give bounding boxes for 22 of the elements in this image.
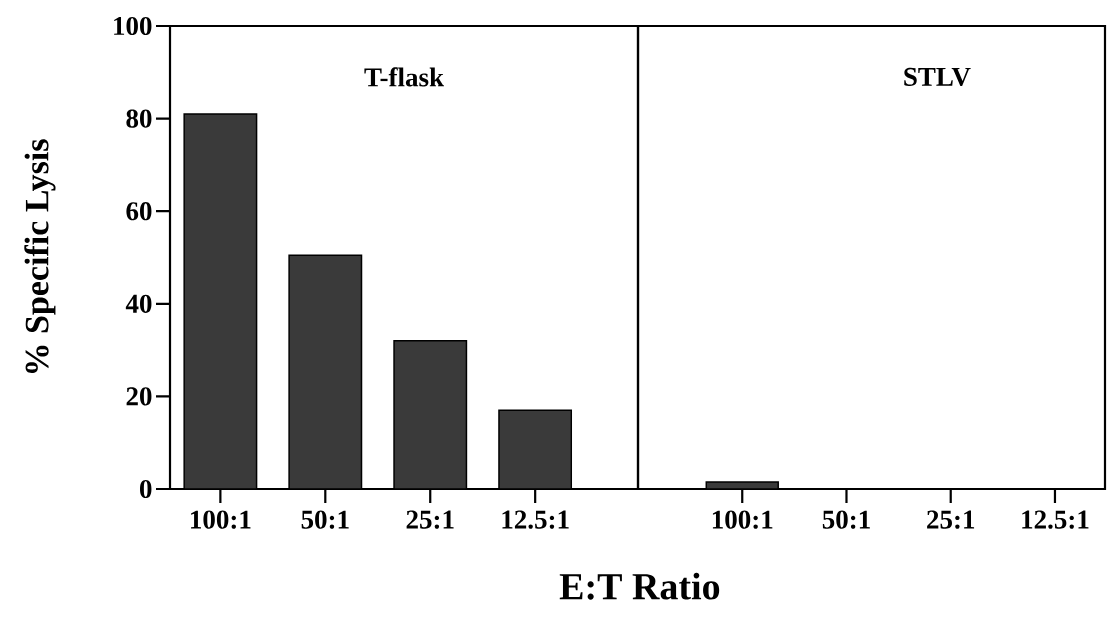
- y-axis-title: % Specific Lysis: [24, 139, 56, 374]
- x-tick-label: 12.5:1: [502, 510, 569, 529]
- x-tick-label: 100:1: [191, 510, 251, 529]
- x-tick-label: 25:1: [406, 510, 454, 529]
- y-tick-label: 20: [126, 387, 152, 406]
- text: T-flask: [364, 67, 445, 87]
- x-tick-label: 100:1: [712, 510, 773, 529]
- bar: [184, 113, 257, 489]
- x-tick-label: 50:1: [822, 510, 870, 529]
- y-tick-label: 60: [126, 202, 152, 221]
- y-tick-label: 80: [126, 109, 152, 128]
- x-axis-title: E:T Ratio: [559, 572, 720, 600]
- y-tick-label: 100: [114, 16, 152, 36]
- y-tick-label: 40: [125, 294, 152, 313]
- text: STLV: [904, 67, 971, 87]
- y-tick-label: 0: [140, 479, 152, 499]
- x-tick-label: 25:1: [927, 510, 975, 529]
- bar: [289, 255, 362, 489]
- x-tick-label: 12.5:1: [1022, 510, 1089, 529]
- bar: [394, 340, 467, 489]
- x-tick-label: 50:1: [301, 510, 349, 529]
- bar: [498, 409, 573, 489]
